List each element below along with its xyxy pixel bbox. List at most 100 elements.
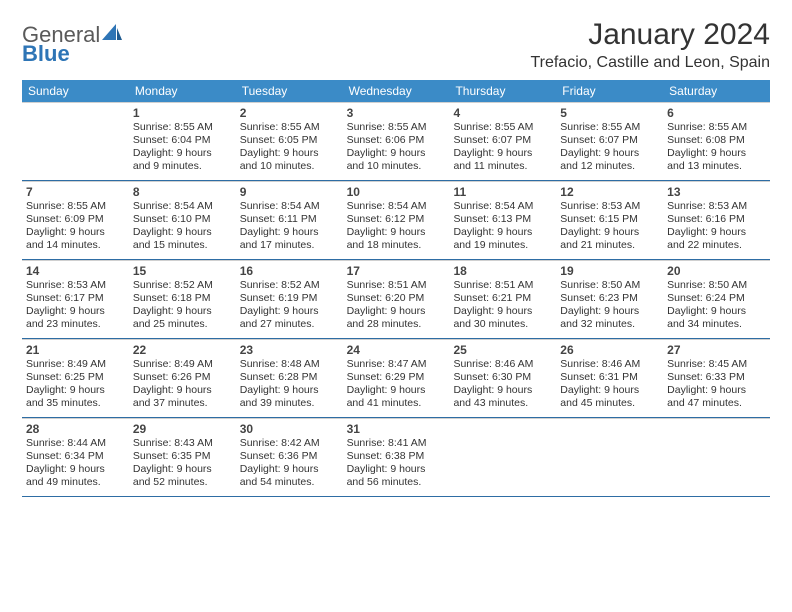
dow-cell: Monday	[129, 80, 236, 102]
day-info-line: Sunrise: 8:53 AM	[560, 200, 659, 213]
day-info-line: Sunset: 6:20 PM	[347, 292, 446, 305]
day-info-line: Sunset: 6:04 PM	[133, 134, 232, 147]
day-info-line: Sunset: 6:13 PM	[453, 213, 552, 226]
day-number: 11	[453, 185, 552, 199]
day-info-line: Sunrise: 8:47 AM	[347, 358, 446, 371]
day-info-line: Daylight: 9 hours	[26, 305, 125, 318]
dow-cell: Friday	[556, 80, 663, 102]
day-info-line: Sunrise: 8:53 AM	[26, 279, 125, 292]
day-info-line: Sunset: 6:07 PM	[453, 134, 552, 147]
day-number: 1	[133, 106, 232, 120]
day-cell: 4Sunrise: 8:55 AMSunset: 6:07 PMDaylight…	[449, 102, 556, 180]
day-number: 26	[560, 343, 659, 357]
day-cell: 30Sunrise: 8:42 AMSunset: 6:36 PMDayligh…	[236, 418, 343, 496]
day-cell-empty	[449, 418, 556, 496]
day-info-line: Sunrise: 8:52 AM	[133, 279, 232, 292]
day-cell: 14Sunrise: 8:53 AMSunset: 6:17 PMDayligh…	[22, 260, 129, 338]
day-cell: 31Sunrise: 8:41 AMSunset: 6:38 PMDayligh…	[343, 418, 450, 496]
day-info-line: and 10 minutes.	[347, 160, 446, 173]
day-info-line: and 28 minutes.	[347, 318, 446, 331]
day-info-line: Sunrise: 8:46 AM	[453, 358, 552, 371]
day-info-line: Sunset: 6:10 PM	[133, 213, 232, 226]
day-cell: 17Sunrise: 8:51 AMSunset: 6:20 PMDayligh…	[343, 260, 450, 338]
day-info-line: Sunset: 6:11 PM	[240, 213, 339, 226]
day-info-line: Daylight: 9 hours	[240, 226, 339, 239]
day-cell: 20Sunrise: 8:50 AMSunset: 6:24 PMDayligh…	[663, 260, 770, 338]
day-number: 5	[560, 106, 659, 120]
day-info-line: Sunset: 6:21 PM	[453, 292, 552, 305]
day-number: 20	[667, 264, 766, 278]
day-cell: 8Sunrise: 8:54 AMSunset: 6:10 PMDaylight…	[129, 181, 236, 259]
day-info-line: Sunrise: 8:52 AM	[240, 279, 339, 292]
day-cell: 28Sunrise: 8:44 AMSunset: 6:34 PMDayligh…	[22, 418, 129, 496]
day-info-line: Sunset: 6:26 PM	[133, 371, 232, 384]
day-info-line: Sunset: 6:31 PM	[560, 371, 659, 384]
day-info-line: Sunset: 6:17 PM	[26, 292, 125, 305]
day-info-line: Sunset: 6:09 PM	[26, 213, 125, 226]
day-number: 10	[347, 185, 446, 199]
day-cell-empty	[22, 102, 129, 180]
day-info-line: Daylight: 9 hours	[240, 463, 339, 476]
day-info-line: Sunrise: 8:50 AM	[560, 279, 659, 292]
day-info-line: and 43 minutes.	[453, 397, 552, 410]
day-cell: 22Sunrise: 8:49 AMSunset: 6:26 PMDayligh…	[129, 339, 236, 417]
day-info-line: Sunrise: 8:53 AM	[667, 200, 766, 213]
day-info-line: Sunrise: 8:54 AM	[347, 200, 446, 213]
week-row: 7Sunrise: 8:55 AMSunset: 6:09 PMDaylight…	[22, 181, 770, 260]
day-info-line: and 22 minutes.	[667, 239, 766, 252]
day-info-line: and 11 minutes.	[453, 160, 552, 173]
day-info-line: Sunset: 6:36 PM	[240, 450, 339, 463]
day-info-line: Sunset: 6:28 PM	[240, 371, 339, 384]
day-cell: 23Sunrise: 8:48 AMSunset: 6:28 PMDayligh…	[236, 339, 343, 417]
day-info-line: Daylight: 9 hours	[560, 384, 659, 397]
day-number: 15	[133, 264, 232, 278]
day-info-line: Sunrise: 8:55 AM	[26, 200, 125, 213]
day-number: 16	[240, 264, 339, 278]
day-info-line: and 15 minutes.	[133, 239, 232, 252]
day-info-line: and 14 minutes.	[26, 239, 125, 252]
day-info-line: Sunset: 6:12 PM	[347, 213, 446, 226]
calendar: Sunday Monday Tuesday Wednesday Thursday…	[22, 80, 770, 497]
day-info-line: Sunrise: 8:51 AM	[347, 279, 446, 292]
dow-cell: Wednesday	[343, 80, 450, 102]
day-number: 21	[26, 343, 125, 357]
day-info-line: Sunrise: 8:55 AM	[133, 121, 232, 134]
day-info-line: and 35 minutes.	[26, 397, 125, 410]
day-info-line: Sunset: 6:24 PM	[667, 292, 766, 305]
title-block: January 2024 Trefacio, Castille and Leon…	[530, 18, 770, 72]
day-cell: 26Sunrise: 8:46 AMSunset: 6:31 PMDayligh…	[556, 339, 663, 417]
day-info-line: Sunset: 6:25 PM	[26, 371, 125, 384]
day-info-line: and 10 minutes.	[240, 160, 339, 173]
day-info-line: and 45 minutes.	[560, 397, 659, 410]
day-info-line: Daylight: 9 hours	[667, 226, 766, 239]
day-info-line: Sunset: 6:33 PM	[667, 371, 766, 384]
day-info-line: and 23 minutes.	[26, 318, 125, 331]
day-info-line: and 9 minutes.	[133, 160, 232, 173]
sail-icon	[102, 24, 122, 47]
day-number: 23	[240, 343, 339, 357]
day-info-line: Sunset: 6:07 PM	[560, 134, 659, 147]
day-info-line: Daylight: 9 hours	[560, 226, 659, 239]
day-info-line: Daylight: 9 hours	[347, 226, 446, 239]
day-info-line: Sunrise: 8:55 AM	[453, 121, 552, 134]
day-info-line: Daylight: 9 hours	[240, 147, 339, 160]
day-info-line: and 19 minutes.	[453, 239, 552, 252]
day-info-line: Sunrise: 8:49 AM	[133, 358, 232, 371]
day-info-line: Sunrise: 8:54 AM	[240, 200, 339, 213]
day-cell: 3Sunrise: 8:55 AMSunset: 6:06 PMDaylight…	[343, 102, 450, 180]
day-info-line: Daylight: 9 hours	[26, 463, 125, 476]
day-info-line: Daylight: 9 hours	[453, 305, 552, 318]
day-cell: 12Sunrise: 8:53 AMSunset: 6:15 PMDayligh…	[556, 181, 663, 259]
day-info-line: Sunrise: 8:41 AM	[347, 437, 446, 450]
day-info-line: and 30 minutes.	[453, 318, 552, 331]
day-info-line: Daylight: 9 hours	[453, 147, 552, 160]
day-info-line: and 27 minutes.	[240, 318, 339, 331]
day-info-line: Sunset: 6:16 PM	[667, 213, 766, 226]
day-info-line: Daylight: 9 hours	[133, 226, 232, 239]
day-info-line: and 41 minutes.	[347, 397, 446, 410]
day-cell: 9Sunrise: 8:54 AMSunset: 6:11 PMDaylight…	[236, 181, 343, 259]
day-info-line: Sunrise: 8:49 AM	[26, 358, 125, 371]
day-number: 27	[667, 343, 766, 357]
day-number: 12	[560, 185, 659, 199]
week-row: 21Sunrise: 8:49 AMSunset: 6:25 PMDayligh…	[22, 339, 770, 418]
